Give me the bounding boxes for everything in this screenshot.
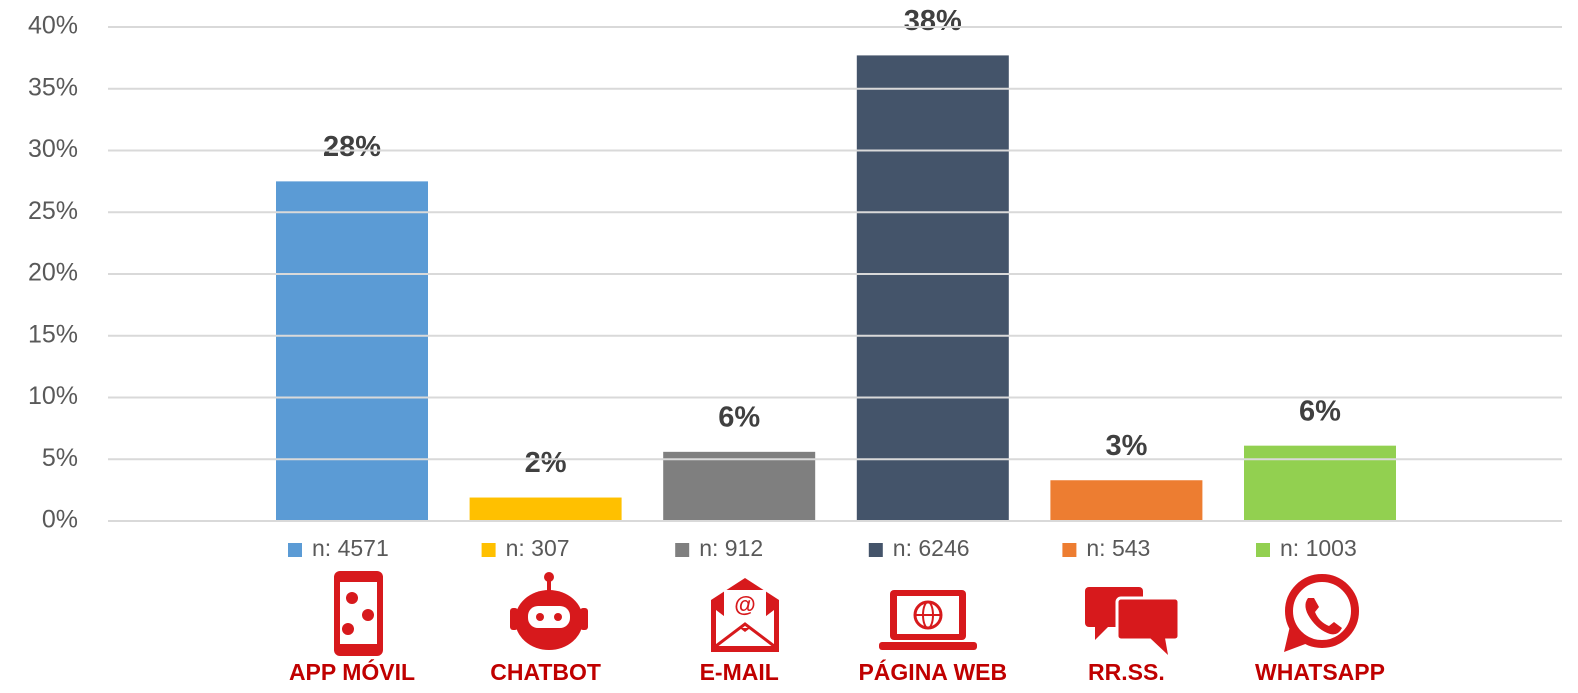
y-tick-label: 15% [28,320,78,348]
icon-chat [1085,587,1181,655]
icon-whatsapp [1284,574,1359,652]
legend-label: n: 6246 [893,535,970,561]
data-label: 38% [904,5,962,37]
legend-swatch [675,543,690,557]
bar [663,451,816,521]
y-tick-label: 0% [42,506,78,534]
data-label: 2% [525,447,567,479]
x-tick-label: PÁGINA WEB [858,658,1007,685]
bar [856,55,1009,521]
legend-label: n: 912 [699,535,763,561]
y-tick-label: 40% [28,12,78,40]
legend-label: n: 307 [506,535,570,561]
bar [1050,480,1203,521]
legend-swatch [288,543,302,557]
icons: @ [334,571,1359,656]
svg-text:@: @ [734,592,755,617]
data-label: 6% [718,401,760,433]
legend-swatch [1062,543,1077,557]
x-tick-label: APP MÓVIL [289,658,415,685]
data-label: 28% [323,131,381,163]
legend-label: n: 543 [1086,535,1150,561]
legend-label: n: 4571 [312,535,389,561]
x-tick-label: CHATBOT [490,659,601,685]
y-tick-label: 25% [28,197,78,225]
y-tick-label: 5% [42,444,78,472]
data-label: 6% [1299,395,1341,427]
icon-email: @ [711,578,779,652]
y-tick-label: 10% [28,382,78,410]
bar [1244,445,1396,521]
icon-phone [334,571,383,656]
data-label: 3% [1105,430,1147,462]
legend-swatch [868,543,883,557]
bar [276,181,428,521]
icon-robot [510,572,588,650]
legend-swatch [1256,543,1270,557]
bar [469,497,622,521]
legend-label: n: 1003 [1280,535,1357,561]
legend-swatch [481,543,496,557]
y-tick-label: 20% [28,259,78,287]
x-tick-label: WHATSAPP [1255,659,1385,685]
x-tick-label: E-MAIL [700,659,779,685]
y-tick-label: 30% [28,135,78,163]
y-tick-label: 35% [28,73,78,101]
icon-laptop [879,590,977,650]
x-tick-label: RR.SS. [1088,659,1165,685]
